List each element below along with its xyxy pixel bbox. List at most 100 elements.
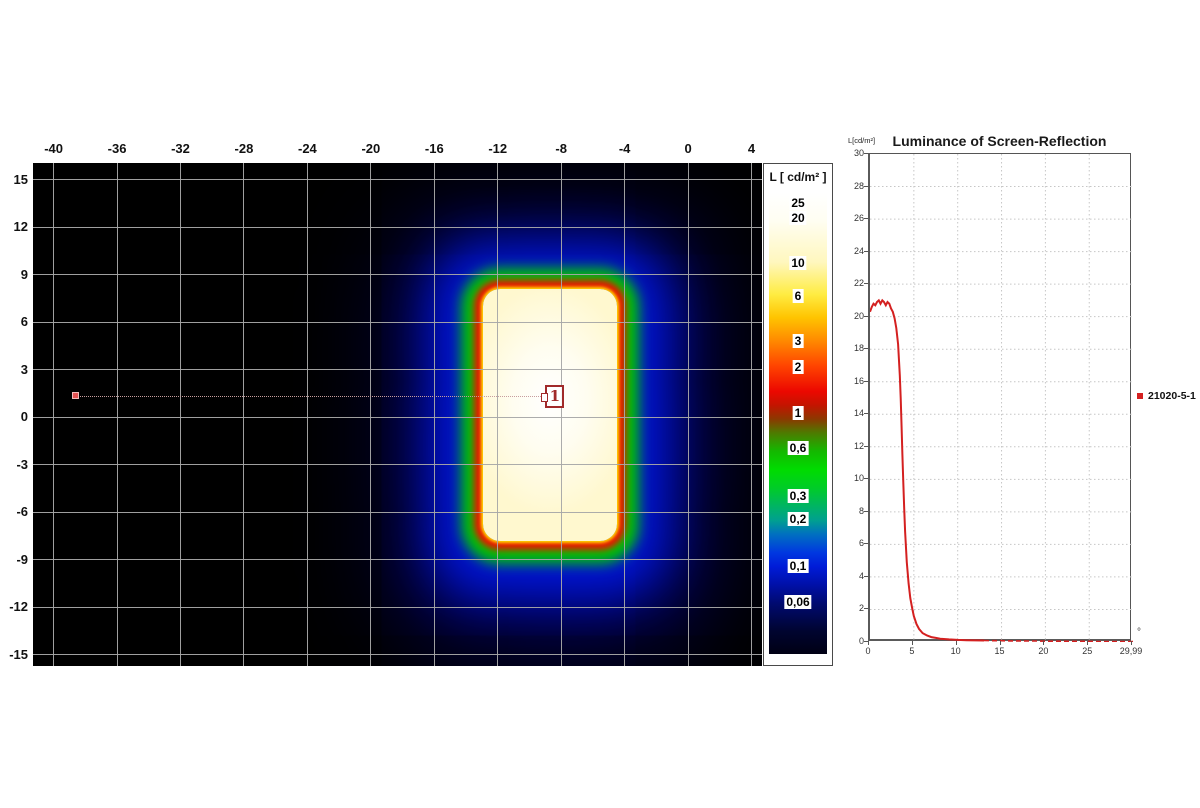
map-gridline-vertical xyxy=(624,163,626,666)
map-gridline-vertical xyxy=(53,163,55,666)
map-gridline-horizontal xyxy=(33,511,762,513)
color-scale-value-label: 3 xyxy=(792,333,804,348)
chart-y-tick-label: 26 xyxy=(853,213,864,224)
chart-y-tick-mark xyxy=(864,315,868,317)
reflection-chart-panel: Luminance of Screen-Reflection L[cd/m²] … xyxy=(845,130,1200,675)
map-gridline-horizontal xyxy=(33,321,762,323)
chart-y-tick-label: 4 xyxy=(858,570,864,581)
chart-y-tick-label: 12 xyxy=(853,440,864,451)
color-scale-value-label: 10 xyxy=(789,256,807,271)
chart-y-tick-mark xyxy=(864,283,868,285)
color-scale-value-label: 20 xyxy=(789,210,807,225)
map-gridline-horizontal xyxy=(33,226,762,228)
map-y-tick-label: -6 xyxy=(16,504,28,520)
map-gridline-vertical xyxy=(560,163,562,666)
chart-y-tick-label: 22 xyxy=(853,278,864,289)
map-gridline-horizontal xyxy=(33,369,762,371)
color-scale-value-label: 0,6 xyxy=(787,441,809,456)
color-scale-title: L [ cd/m² ] xyxy=(769,170,827,184)
map-x-tick-label: 4 xyxy=(747,141,756,156)
chart-x-tick-label: 10 xyxy=(950,646,961,656)
chart-y-tick-mark xyxy=(864,153,868,154)
map-x-tick-label: -40 xyxy=(44,141,63,156)
chart-y-tick-label: 2 xyxy=(858,603,864,614)
chart-y-tick-mark xyxy=(864,348,868,350)
map-gridline-vertical xyxy=(370,163,372,666)
reflection-curve xyxy=(983,639,1133,642)
chart-y-tick-label: 8 xyxy=(858,505,864,516)
map-gridline-vertical xyxy=(751,163,753,666)
color-scale-value-label: 0,1 xyxy=(787,558,809,573)
map-x-tick-label: -12 xyxy=(488,141,508,156)
chart-x-tick-mark xyxy=(955,641,957,645)
map-gridline-vertical xyxy=(687,163,689,666)
map-x-tick-label: -28 xyxy=(234,141,254,156)
chart-x-tick-label: 0 xyxy=(865,646,871,656)
color-scale-value-label: 2 xyxy=(792,360,804,375)
chart-x-tick-mark xyxy=(911,641,913,645)
chart-y-tick-label: 20 xyxy=(853,310,864,321)
chart-x-tick-label: 5 xyxy=(909,646,915,656)
map-y-tick-label: 9 xyxy=(20,266,28,282)
color-scale-legend: L [ cd/m² ] 25 20 10 6 3 2 1 0,6 0,3 0,2 0,1 0,06 xyxy=(763,163,833,666)
chart-y-tick-mark xyxy=(864,380,868,382)
map-y-tick-label: -9 xyxy=(16,551,28,567)
chart-y-tick-mark xyxy=(864,250,868,252)
map-y-tick-label: 12 xyxy=(13,219,28,235)
map-gridline-horizontal xyxy=(33,464,762,466)
map-x-tick-label: -36 xyxy=(107,141,127,156)
probe-point[interactable] xyxy=(71,392,79,400)
color-scale-value-label: 0,2 xyxy=(787,511,809,526)
chart-y-tick-label: 16 xyxy=(853,375,864,386)
map-gridline-horizontal xyxy=(33,179,762,181)
chart-x-tick-mark xyxy=(1131,641,1132,645)
series-name: 21020-5-1 xyxy=(1148,390,1196,402)
map-gridline-vertical xyxy=(243,163,245,666)
color-scale-value-label: 25 xyxy=(789,196,807,211)
map-x-tick-label: -20 xyxy=(361,141,381,156)
chart-x-axis-unit: ° xyxy=(1137,627,1141,638)
color-scale-value-label: 0,06 xyxy=(784,594,812,609)
map-y-tick-label: 6 xyxy=(20,314,28,330)
chart-y-tick-mark xyxy=(864,413,868,415)
chart-y-tick-label: 14 xyxy=(853,408,864,419)
map-y-tick-label: 3 xyxy=(20,361,28,377)
map-x-tick-label: 0 xyxy=(684,141,692,156)
chart-title: Luminance of Screen-Reflection xyxy=(892,133,1107,149)
map-gridline-horizontal xyxy=(33,559,762,561)
color-scale-gradient-bar: 25 20 10 6 3 2 1 0,6 0,3 0,2 0,1 0,06 xyxy=(769,193,827,654)
map-gridline-vertical xyxy=(180,163,181,666)
map-x-tick-label: -32 xyxy=(171,141,190,156)
chart-x-tick-label: 29,99 xyxy=(1119,646,1143,656)
chart-y-tick-mark xyxy=(864,575,868,577)
map-y-tick-label: 15 xyxy=(13,171,28,187)
map-y-tick-label: -15 xyxy=(9,646,28,662)
color-scale-value-label: 6 xyxy=(792,289,804,304)
map-y-tick-label: 0 xyxy=(20,409,28,425)
chart-y-tick-mark xyxy=(864,608,868,610)
map-x-tick-label: -16 xyxy=(424,141,444,156)
color-scale-value-label: 0,3 xyxy=(787,488,809,503)
map-gridline-vertical xyxy=(433,163,435,666)
chart-x-tick-mark xyxy=(1043,641,1045,645)
measurement-marker-1[interactable]: 1 xyxy=(541,385,565,409)
map-x-tick-label: -8 xyxy=(555,141,567,156)
luminance-hotspot xyxy=(483,289,617,541)
chart-y-tick-mark xyxy=(864,218,868,220)
map-gridline-vertical xyxy=(306,163,308,666)
series-color-swatch xyxy=(1137,393,1143,399)
chart-y-tick-mark xyxy=(864,185,868,187)
probe-line xyxy=(75,396,547,398)
luminance-map-plot[interactable]: 1 xyxy=(33,163,762,666)
chart-plot-area[interactable] xyxy=(868,153,1133,642)
chart-y-tick-label: 6 xyxy=(858,538,864,549)
chart-y-tick-label: 24 xyxy=(853,245,864,256)
chart-y-tick-label: 30 xyxy=(853,148,864,158)
chart-y-tick-label: 18 xyxy=(853,343,864,354)
chart-x-tick-label: 25 xyxy=(1082,646,1093,656)
map-gridline-horizontal xyxy=(33,654,762,656)
map-gridline-vertical xyxy=(497,163,499,666)
reflection-curve-svg xyxy=(870,154,1133,642)
chart-y-tick-mark xyxy=(864,641,868,642)
